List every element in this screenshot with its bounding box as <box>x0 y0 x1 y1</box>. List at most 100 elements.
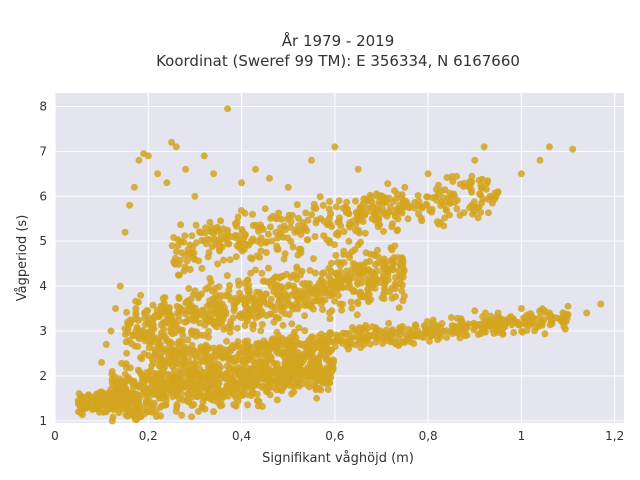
data-point <box>381 285 388 293</box>
data-point <box>206 218 214 226</box>
data-point <box>385 319 393 327</box>
data-point <box>257 221 264 229</box>
data-point <box>363 197 371 205</box>
data-point <box>374 246 381 254</box>
data-point <box>289 243 297 251</box>
data-point <box>214 260 222 268</box>
data-point <box>178 249 186 257</box>
data-point <box>550 313 557 321</box>
data-point <box>583 309 591 317</box>
data-point <box>401 339 409 346</box>
data-point <box>388 223 396 231</box>
data-point <box>184 336 192 344</box>
data-point <box>224 105 232 113</box>
data-point <box>389 337 397 345</box>
data-point <box>156 344 164 352</box>
data-point <box>220 235 228 243</box>
data-point <box>176 342 184 350</box>
y-tick-label: 2 <box>39 369 47 383</box>
data-point <box>286 351 294 359</box>
data-point <box>331 343 339 350</box>
data-point <box>494 188 502 196</box>
data-point <box>536 156 544 164</box>
data-point <box>137 370 145 378</box>
data-point <box>173 403 181 411</box>
data-point <box>328 259 335 267</box>
data-point <box>376 327 384 335</box>
data-point <box>165 304 173 312</box>
data-point <box>320 379 328 387</box>
x-tick-label: 0,6 <box>325 429 344 443</box>
data-point <box>343 198 351 206</box>
data-point <box>294 348 302 356</box>
data-point <box>226 256 234 264</box>
data-point <box>393 227 401 235</box>
x-tick-label: 0,8 <box>419 429 438 443</box>
y-tick-label: 8 <box>39 99 47 113</box>
data-point <box>477 328 485 336</box>
data-point <box>333 336 341 344</box>
data-point <box>155 371 163 378</box>
data-point <box>168 371 176 379</box>
data-point <box>311 373 319 381</box>
data-point <box>414 192 422 200</box>
data-point <box>132 315 140 323</box>
data-point <box>199 398 207 406</box>
data-point <box>124 407 132 415</box>
data-point <box>217 320 225 328</box>
data-point <box>267 354 275 362</box>
data-point <box>134 406 141 414</box>
data-point <box>288 320 296 328</box>
data-point <box>410 340 418 347</box>
data-point <box>137 291 145 299</box>
data-point <box>177 238 185 245</box>
data-point <box>538 321 546 329</box>
data-point <box>260 277 268 285</box>
data-point <box>238 368 245 376</box>
data-point <box>494 309 502 317</box>
y-axis-ticks: 1 2 3 4 5 6 7 8 <box>39 99 47 427</box>
data-point <box>325 205 333 213</box>
data-point <box>135 156 143 164</box>
data-point <box>88 406 96 413</box>
data-point <box>210 408 217 416</box>
data-point <box>204 316 211 324</box>
data-point <box>253 252 261 260</box>
data-point <box>128 389 136 397</box>
data-point <box>159 362 167 370</box>
data-point <box>392 293 399 301</box>
data-point <box>272 306 279 314</box>
data-point <box>223 337 230 345</box>
data-point <box>351 246 359 254</box>
data-point <box>378 192 385 200</box>
data-point <box>281 361 289 369</box>
data-point <box>202 341 210 349</box>
data-point <box>202 224 209 232</box>
data-point <box>233 222 240 230</box>
data-point <box>230 365 238 373</box>
data-point <box>168 138 176 146</box>
data-point <box>159 332 166 340</box>
data-point <box>128 340 136 348</box>
data-point <box>365 290 373 298</box>
data-point <box>391 212 399 220</box>
data-point <box>311 269 319 277</box>
data-point <box>225 240 233 248</box>
data-point <box>275 314 283 322</box>
data-point <box>479 195 487 203</box>
data-point <box>288 390 296 398</box>
data-point <box>406 202 414 210</box>
data-point <box>325 273 333 280</box>
data-point <box>258 374 266 382</box>
data-point <box>438 320 446 327</box>
data-point <box>418 217 426 225</box>
data-point <box>453 205 461 213</box>
data-point <box>257 327 265 335</box>
data-point <box>273 242 281 250</box>
data-point <box>167 328 175 336</box>
data-point <box>247 385 255 393</box>
data-point <box>272 228 280 236</box>
data-point <box>207 228 215 236</box>
data-point <box>145 344 153 352</box>
data-point <box>466 183 474 191</box>
